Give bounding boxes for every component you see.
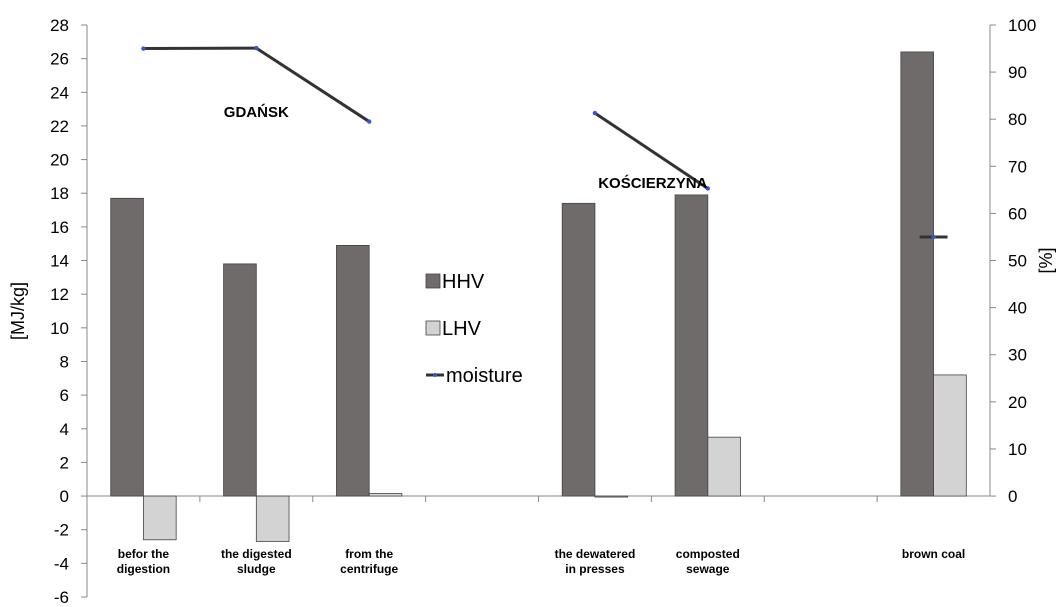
group-labels: GDAŃSK KOŚCIERZYNA	[224, 104, 708, 192]
group-label-koscierzyna: KOŚCIERZYNA	[598, 174, 707, 192]
left-tick-label: -4	[54, 554, 69, 573]
legend: HHV LHV moisture	[425, 271, 523, 387]
category-label: befor the digestion	[117, 547, 170, 576]
category-label-line: sewage	[686, 562, 730, 576]
lhv-bar	[255, 495, 290, 542]
hhv-bar	[674, 194, 709, 497]
moisture-point	[931, 234, 936, 240]
lhv-bar	[594, 495, 629, 498]
moisture-point	[366, 119, 372, 124]
category-label: from the centrifuge	[340, 547, 398, 576]
left-tick-label: 18	[50, 184, 69, 203]
moisture-line-segment	[255, 46, 371, 123]
moisture-lines	[141, 45, 948, 240]
right-tick-label: 20	[1008, 393, 1027, 412]
lhv-bar	[143, 495, 177, 541]
right-tick-label: 50	[1008, 252, 1027, 271]
left-axis-title: [MJ/kg]	[8, 282, 28, 340]
moisture-point	[592, 110, 598, 116]
category-label: the digested sludge	[221, 547, 292, 576]
left-tick-label: -6	[54, 588, 69, 607]
right-tick-label: 90	[1008, 63, 1027, 82]
left-tick-label: 26	[50, 50, 69, 69]
moisture-point	[705, 186, 711, 191]
hhv-legend-label: HHV	[442, 271, 485, 293]
left-tick-label: 0	[60, 487, 69, 506]
category-labels: befor the digestion the digested sludge from…	[117, 547, 965, 576]
left-tick-label: -2	[54, 521, 69, 540]
category-label-line: composted	[676, 547, 740, 561]
lhv-bar	[707, 436, 741, 497]
right-tick-label: 40	[1008, 299, 1027, 318]
category-label-line: digestion	[117, 562, 170, 576]
left-tick-label: 10	[50, 319, 69, 338]
category-label-line: befor the	[118, 547, 170, 561]
category-label-line: from the	[345, 547, 393, 561]
hhv-legend-swatch	[425, 273, 441, 289]
right-tick-label: 80	[1008, 110, 1027, 129]
category-label: brown coal	[902, 547, 965, 561]
category-label-line: the dewatered	[555, 547, 636, 561]
left-tick-label: 12	[50, 285, 69, 304]
bars	[110, 51, 967, 542]
hhv-bar	[900, 51, 934, 497]
moisture-point	[254, 45, 259, 51]
right-axis-title: [%]	[1036, 248, 1056, 274]
moisture-point	[141, 46, 146, 51]
category-label-line: sludge	[237, 562, 276, 576]
left-tick-label: 28	[50, 16, 69, 35]
category-label: composted sewage	[676, 547, 740, 576]
lhv-bar	[368, 493, 403, 497]
lhv-bar	[933, 374, 967, 497]
category-label: the dewatered in presses	[555, 547, 636, 576]
right-tick-label: 60	[1008, 204, 1027, 223]
hhv-bar	[223, 263, 257, 497]
category-label-line: centrifuge	[340, 562, 398, 576]
left-tick-label: 2	[60, 453, 69, 472]
group-label-gdansk: GDAŃSK	[224, 104, 289, 121]
left-tick-label: 8	[60, 352, 69, 371]
moisture-legend-point	[433, 373, 437, 377]
lhv-legend-label: LHV	[442, 318, 482, 340]
hhv-bar	[336, 244, 370, 497]
left-tick-label: 22	[50, 117, 69, 136]
left-tick-label: 4	[60, 420, 69, 439]
moisture-line-segment	[594, 111, 709, 190]
x-axis	[87, 495, 990, 503]
hhv-bar	[110, 197, 144, 497]
left-tick-label: 20	[50, 151, 69, 170]
left-tick-label: 14	[50, 252, 69, 271]
right-tick-label: 10	[1008, 440, 1027, 459]
left-tick-label: 16	[50, 218, 69, 237]
category-label-line: in presses	[565, 562, 625, 576]
right-tick-label: 0	[1008, 487, 1017, 506]
lhv-legend-swatch	[425, 320, 441, 336]
left-tick-label: 24	[50, 83, 69, 102]
right-tick-label: 70	[1008, 157, 1027, 176]
category-label-line: brown coal	[902, 547, 965, 561]
moisture-legend-label: moisture	[446, 365, 523, 387]
hhv-bar	[561, 202, 596, 497]
left-tick-label: 6	[60, 386, 69, 405]
category-label-line: the digested	[221, 547, 292, 561]
right-y-axis: 0 10 20 30 40 50 60 70 80 90 100 [%]	[989, 16, 1056, 506]
right-tick-label: 100	[1008, 16, 1036, 35]
right-tick-label: 30	[1008, 346, 1027, 365]
